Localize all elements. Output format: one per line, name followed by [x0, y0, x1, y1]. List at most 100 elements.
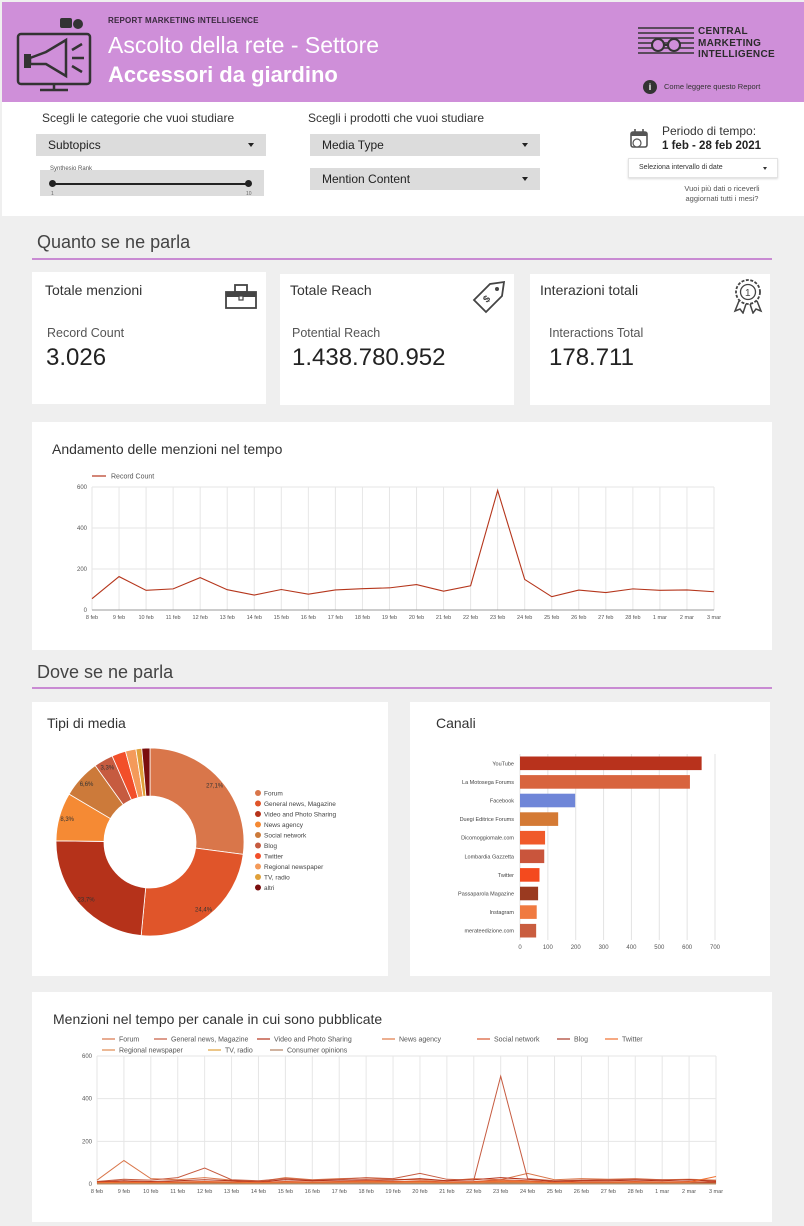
- y-tick-label: 0: [84, 608, 88, 614]
- legend-label: TV, radio: [225, 1048, 253, 1055]
- series-line: [96, 1176, 717, 1184]
- legend-label: Social network: [494, 1037, 540, 1044]
- kpi-card-interactions: Interazioni totali 1 Interactions Total …: [530, 274, 770, 405]
- x-tick-label: 13 feb: [220, 615, 235, 621]
- slice-data-label: 8,3%: [60, 817, 74, 823]
- page-subtitle: Accessori da giardino: [108, 62, 338, 87]
- legend-label: Forum: [264, 790, 283, 797]
- x-tick-label: 25 feb: [544, 615, 559, 621]
- period-label: Periodo di tempo:: [662, 124, 757, 138]
- legend-label: Video and Photo Sharing: [264, 811, 337, 818]
- legend-swatch: [255, 832, 261, 838]
- x-tick-label: 23 feb: [490, 615, 505, 621]
- x-tick-label: 19 feb: [382, 615, 397, 621]
- x-tick-label: 12 feb: [197, 1189, 212, 1195]
- x-tick-label: 8 feb: [91, 1189, 103, 1195]
- megaphone-icon: [16, 18, 92, 92]
- x-tick-label: 400: [626, 945, 637, 951]
- synthesio-rank-slider[interactable]: Synthesio Rank 1 10: [40, 166, 264, 197]
- subtopics-dropdown[interactable]: Subtopics: [36, 134, 266, 156]
- slice-data-label: 27,1%: [206, 783, 224, 789]
- slice-data-label: 24,4%: [195, 907, 213, 913]
- legend-swatch: [255, 874, 261, 880]
- y-category-label: Duegi Editrice Forums: [460, 817, 515, 823]
- y-category-label: merateedizione.com: [464, 929, 514, 935]
- mention-content-dropdown[interactable]: Mention Content: [310, 168, 540, 190]
- y-category-label: Facebook: [490, 799, 514, 805]
- legend-label: Social network: [264, 832, 307, 839]
- report-header: REPORT MARKETING INTELLIGENCE Ascolto de…: [2, 2, 804, 102]
- kpi-label: Interactions Total: [549, 326, 644, 340]
- x-tick-label: 22 feb: [466, 1189, 481, 1195]
- legend-swatch: [255, 842, 261, 849]
- more-data-link[interactable]: Vuoi più dati o riceverli aggiornati tut…: [684, 184, 760, 203]
- x-tick-label: 18 feb: [355, 615, 370, 621]
- legend-label: Video and Photo Sharing: [274, 1037, 352, 1044]
- series-line: [96, 1177, 717, 1183]
- x-tick-label: 24 feb: [520, 1189, 535, 1195]
- slider-track: [52, 183, 248, 185]
- chevron-down-icon: [522, 143, 528, 147]
- x-tick-label: 16 feb: [305, 1189, 320, 1195]
- chart-title: Tipi di media: [47, 715, 126, 731]
- legend-swatch: [255, 853, 261, 859]
- timeline-multi-line-chart: 0 200 400 600 8 feb 9 feb 10 feb 11 feb 12 feb 13…: [82, 1037, 723, 1196]
- x-tick-label: 21 feb: [436, 615, 451, 621]
- donut-slice: [55, 840, 147, 937]
- x-tick-label: 0: [518, 945, 522, 951]
- x-tick-label: 10 feb: [143, 1189, 158, 1195]
- chevron-down-icon: [763, 167, 767, 170]
- legend-label: Twitter: [622, 1037, 643, 1044]
- media-types-donut-chart: 27,1% 24,4% 23,7% 8,3% 6,6% 3,3% Forum General …: [55, 747, 337, 937]
- kpi-card-mentions: Totale menzioni Record Count 3.026: [32, 272, 266, 404]
- x-tick-label: 19 feb: [385, 1189, 400, 1195]
- legend-label: Blog: [574, 1037, 588, 1044]
- chart-title: Andamento delle menzioni nel tempo: [52, 441, 283, 457]
- chart-title: Canali: [436, 715, 476, 731]
- x-tick-label: 27 feb: [598, 615, 613, 621]
- slider-handle-max[interactable]: [245, 180, 252, 187]
- slider-handle-min[interactable]: [49, 180, 56, 187]
- bar: [520, 923, 537, 938]
- x-tick-label: 20 feb: [412, 1189, 427, 1195]
- x-tick-label: 24 feb: [517, 615, 532, 621]
- legend-label: News agency: [399, 1037, 442, 1044]
- x-tick-label: 15 feb: [278, 1189, 293, 1195]
- y-category-label: YouTube: [492, 761, 514, 767]
- kpi-value: 1.438.780.952: [292, 344, 446, 371]
- kpi-value: 178.711: [549, 344, 634, 371]
- x-tick-label: 1 mar: [655, 1189, 669, 1195]
- y-tick-label: 400: [77, 526, 88, 532]
- slice-data-label: 23,7%: [78, 897, 96, 903]
- donut-slice: [141, 747, 151, 797]
- kpi-card-reach: Totale Reach $ Potential Reach 1.438.780…: [280, 274, 514, 405]
- y-category-label: Twitter: [498, 873, 514, 879]
- kpi-title: Interazioni totali: [540, 282, 639, 298]
- brand-logo-icon: [638, 27, 694, 54]
- x-tick-label: 12 feb: [193, 615, 208, 621]
- x-tick-label: 9 feb: [118, 1189, 130, 1195]
- x-tick-label: 21 feb: [439, 1189, 454, 1195]
- how-to-read-link[interactable]: Come leggere questo Report: [664, 82, 761, 91]
- section-divider: [32, 687, 772, 689]
- media-type-dropdown[interactable]: Media Type: [310, 134, 540, 156]
- page-title: Ascolto della rete - Settore: [108, 32, 380, 58]
- info-icon[interactable]: i: [643, 80, 657, 94]
- y-category-label: Lombardia Gazzetta: [464, 854, 514, 860]
- x-tick-label: 14 feb: [251, 1189, 266, 1195]
- chevron-down-icon: [522, 177, 528, 181]
- x-tick-label: 300: [599, 945, 610, 951]
- legend-label: Regional newspaper: [264, 864, 324, 871]
- x-tick-label: 8 feb: [86, 615, 98, 621]
- chart-title: Menzioni nel tempo per canale in cui son…: [53, 1011, 383, 1027]
- slice-data-label: 6,6%: [80, 782, 94, 788]
- y-category-label: Passaparola Magazine: [458, 892, 514, 898]
- date-range-selector[interactable]: Seleziona intervallo di date: [628, 158, 778, 178]
- kpi-label: Potential Reach: [292, 326, 381, 340]
- x-tick-label: 2 mar: [680, 615, 694, 621]
- bar: [520, 886, 539, 901]
- svg-text:$: $: [481, 293, 493, 305]
- x-tick-label: 28 feb: [628, 1189, 643, 1195]
- bar: [520, 849, 545, 864]
- legend-label: Regional newspaper: [119, 1048, 183, 1055]
